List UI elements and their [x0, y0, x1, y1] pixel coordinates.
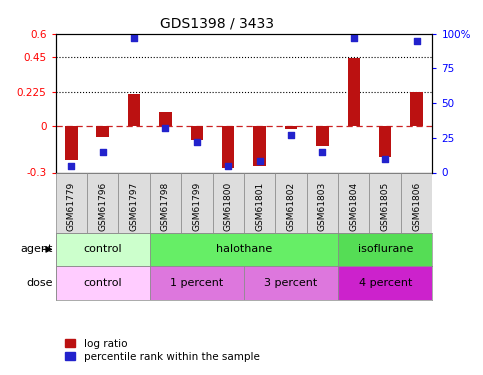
Bar: [338, 232, 432, 266]
Bar: [56, 232, 150, 266]
Bar: [56, 266, 150, 300]
Point: [68, 163, 75, 169]
Point: [287, 132, 295, 138]
Point: [224, 163, 232, 169]
Bar: [159, 112, 172, 126]
Bar: [275, 172, 307, 232]
Bar: [316, 126, 329, 146]
Bar: [65, 126, 78, 160]
Point: [161, 125, 170, 131]
Bar: [307, 172, 338, 232]
Point: [350, 35, 357, 41]
Bar: [213, 172, 244, 232]
Bar: [285, 126, 298, 129]
Bar: [56, 172, 87, 232]
Bar: [150, 266, 244, 300]
Bar: [253, 126, 266, 166]
Point: [382, 156, 389, 162]
Text: dose: dose: [27, 278, 53, 288]
Bar: [401, 172, 432, 232]
Bar: [87, 172, 118, 232]
Text: GSM61799: GSM61799: [192, 182, 201, 231]
Point: [412, 38, 420, 44]
Point: [319, 148, 327, 154]
Bar: [150, 232, 338, 266]
Text: isoflurane: isoflurane: [357, 244, 413, 254]
Bar: [150, 172, 181, 232]
Text: GSM61804: GSM61804: [349, 182, 358, 231]
Point: [99, 148, 107, 154]
Text: control: control: [84, 244, 122, 254]
Bar: [244, 266, 338, 300]
Text: GSM61779: GSM61779: [67, 182, 76, 231]
Text: GSM61803: GSM61803: [318, 182, 327, 231]
Bar: [190, 126, 203, 140]
Point: [193, 139, 201, 145]
Bar: [244, 172, 275, 232]
Bar: [118, 172, 150, 232]
Text: control: control: [84, 278, 122, 288]
Text: GSM61800: GSM61800: [224, 182, 233, 231]
Bar: [338, 266, 432, 300]
Bar: [379, 126, 391, 157]
Text: GSM61798: GSM61798: [161, 182, 170, 231]
Bar: [181, 172, 213, 232]
Bar: [338, 172, 369, 232]
Text: GSM61797: GSM61797: [129, 182, 139, 231]
Text: GSM61796: GSM61796: [98, 182, 107, 231]
Bar: [97, 126, 109, 137]
Bar: [222, 126, 235, 168]
Point: [256, 158, 264, 164]
Text: GSM61806: GSM61806: [412, 182, 421, 231]
Bar: [369, 172, 401, 232]
Text: GDS1398 / 3433: GDS1398 / 3433: [160, 17, 274, 31]
Bar: [128, 94, 141, 126]
Legend: log ratio, percentile rank within the sample: log ratio, percentile rank within the sa…: [61, 334, 264, 366]
Text: GSM61805: GSM61805: [381, 182, 390, 231]
Bar: [348, 58, 360, 126]
Text: GSM61802: GSM61802: [286, 182, 296, 231]
Text: halothane: halothane: [216, 244, 272, 254]
Bar: [411, 92, 423, 126]
Text: GSM61801: GSM61801: [255, 182, 264, 231]
Text: 3 percent: 3 percent: [264, 278, 318, 288]
Text: 1 percent: 1 percent: [170, 278, 224, 288]
Text: agent: agent: [21, 244, 53, 254]
Text: 4 percent: 4 percent: [358, 278, 412, 288]
Point: [130, 35, 138, 41]
